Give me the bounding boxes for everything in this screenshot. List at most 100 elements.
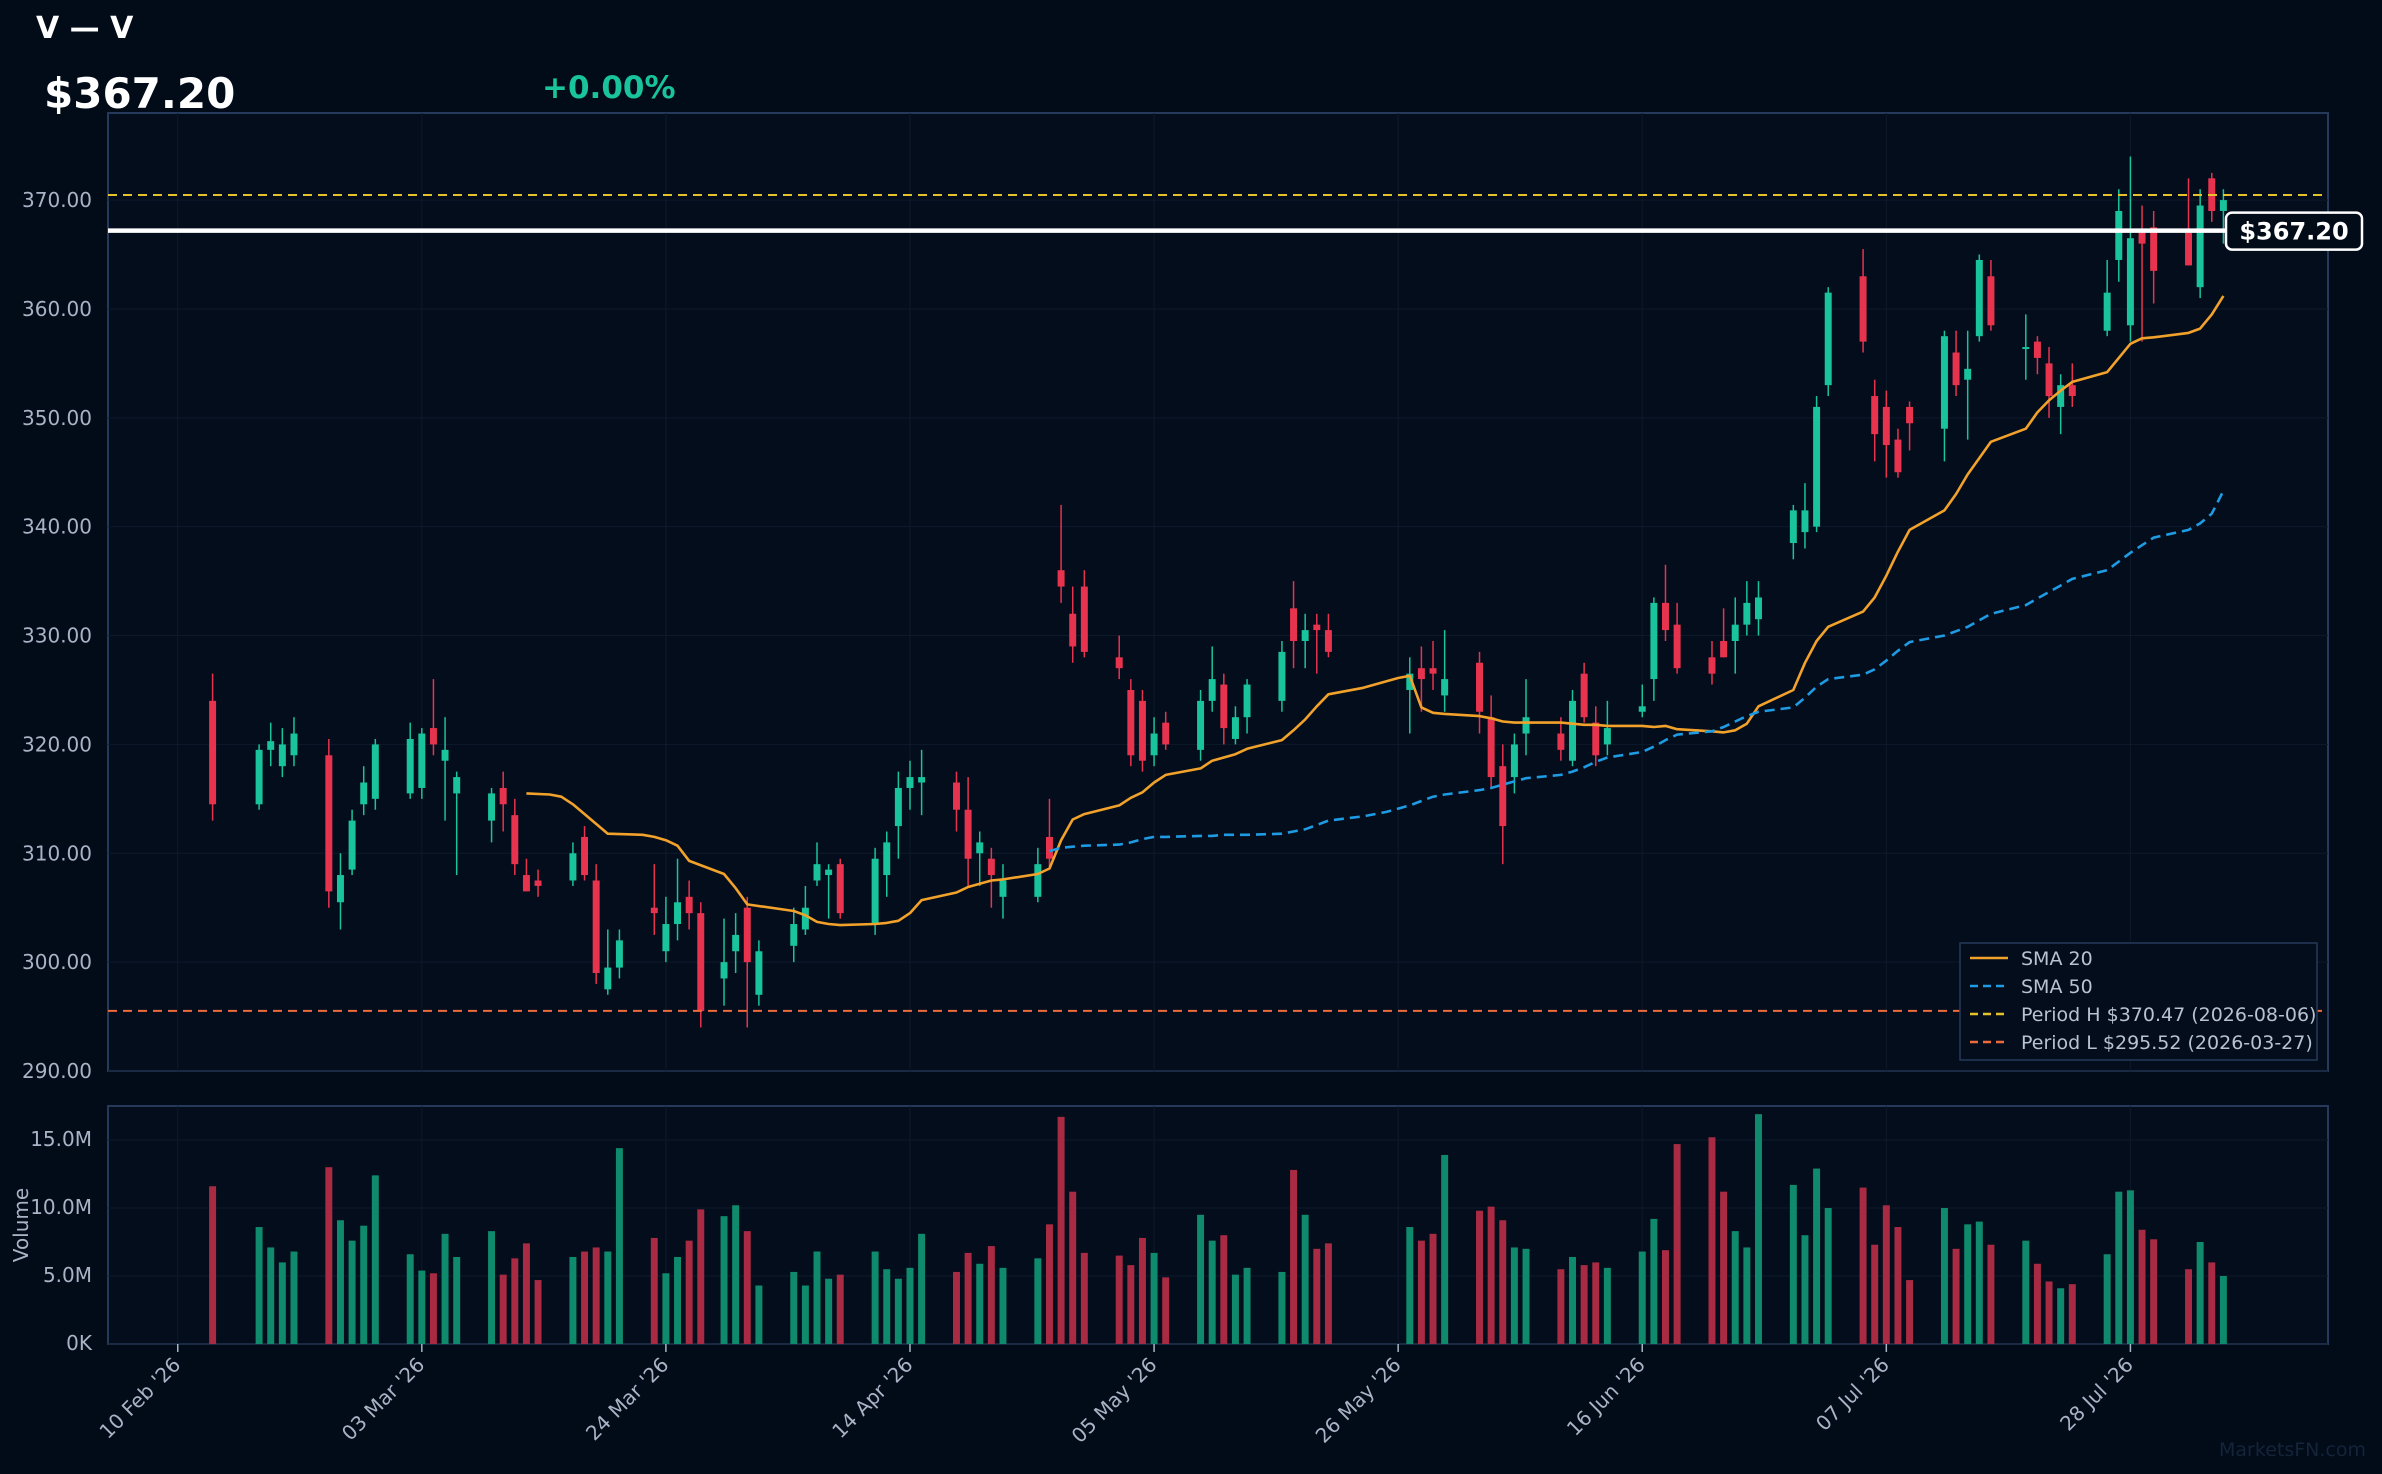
volume-bar — [2196, 1242, 2204, 1344]
volume-bar — [581, 1251, 589, 1344]
legend-entry: Period L $295.52 (2026-03-27) — [2021, 1032, 2313, 1054]
volume-bar — [1871, 1244, 1879, 1344]
volume-axis-label: Volume — [9, 1188, 33, 1262]
candle-body — [1673, 624, 1681, 669]
price-tick-label: 310.00 — [22, 841, 92, 865]
volume-bar — [1487, 1206, 1495, 1344]
last-price-tag-text: $367.20 — [2239, 218, 2348, 246]
price-axis: 290.00 300.00 310.00 320.00 330.00 340.00 350.… — [22, 188, 92, 1083]
candle-body — [1127, 689, 1135, 756]
volume-tick-label: 10.0M — [30, 1195, 92, 1219]
volume-bar — [488, 1231, 496, 1344]
volume-bar — [1987, 1244, 1995, 1344]
candle-body — [1476, 662, 1484, 712]
volume-tick-label: 5.0M — [43, 1263, 92, 1287]
candle-body — [2219, 200, 2227, 211]
candle-body — [348, 820, 356, 870]
volume-bar — [1859, 1187, 1867, 1344]
candle-body — [2103, 292, 2111, 331]
candle-body — [2126, 238, 2134, 326]
candle-body — [918, 777, 926, 783]
candle-body — [1243, 684, 1251, 718]
candle-body — [1313, 624, 1321, 631]
volume-bar — [755, 1285, 763, 1344]
candle-body — [1417, 668, 1425, 680]
candle-body — [1197, 700, 1205, 750]
candle-body — [1057, 570, 1065, 587]
candle-body — [906, 777, 914, 788]
candle-body — [1569, 700, 1576, 761]
candle-body — [360, 782, 368, 805]
price-change: +0.00% — [542, 70, 676, 106]
volume-bar — [1208, 1240, 1216, 1344]
volume-bar — [1952, 1248, 1960, 1344]
candle-body — [1290, 608, 1298, 641]
legend-box — [1959, 942, 2318, 1061]
candle-body — [2022, 347, 2030, 350]
volume-bar — [871, 1251, 879, 1344]
volume-bar — [360, 1225, 368, 1344]
volume-bar — [1754, 1114, 1762, 1344]
candle-body — [1115, 657, 1123, 669]
volume-bar — [952, 1271, 960, 1344]
candle-body — [336, 875, 344, 903]
volume-bar — [1406, 1227, 1414, 1344]
volume-bar — [999, 1267, 1007, 1344]
price-tick-label: 370.00 — [22, 188, 92, 212]
volume-bar — [790, 1271, 798, 1344]
candle-body — [1080, 586, 1088, 652]
candle-body — [755, 951, 763, 995]
legend-entry: SMA 20 — [2021, 948, 2093, 970]
volume-bar — [1429, 1233, 1437, 1344]
candle-body — [1975, 259, 1983, 337]
candle-body — [1499, 766, 1507, 827]
sma20-line — [526, 295, 2225, 927]
candle-body — [1964, 368, 1972, 380]
volume-bar — [418, 1270, 426, 1344]
price-tick-label: 340.00 — [22, 515, 92, 539]
candle-body — [2138, 232, 2146, 244]
volume-bar — [1964, 1224, 1972, 1344]
candle-body — [488, 793, 496, 821]
price-panel: 290.00 300.00 310.00 320.00 330.00 340.00 350.… — [22, 112, 2364, 1083]
candle-body — [976, 842, 984, 854]
candle-body — [290, 733, 298, 756]
candle-body — [743, 907, 751, 963]
candle-body — [1069, 613, 1077, 647]
volume-bar — [499, 1274, 507, 1344]
candle-body — [1034, 864, 1042, 897]
volume-bar — [1510, 1247, 1518, 1344]
candle-body — [1138, 700, 1146, 761]
volume-bar — [1603, 1267, 1611, 1344]
candle-body — [1662, 602, 1669, 631]
volume-bar — [1580, 1265, 1588, 1344]
candle-body — [697, 913, 705, 1012]
volume-bar — [825, 1278, 833, 1344]
candle-body — [964, 809, 972, 859]
volume-bar — [1708, 1137, 1716, 1344]
volume-bar — [615, 1148, 623, 1344]
candle-body — [1638, 706, 1646, 712]
volume-bar — [569, 1256, 577, 1344]
candle-body — [255, 749, 263, 805]
volume-bar — [592, 1247, 600, 1344]
volume-bar — [441, 1233, 449, 1344]
volume-bar — [697, 1209, 705, 1344]
volume-bar — [650, 1237, 658, 1344]
volume-bar — [964, 1252, 972, 1344]
candle-body — [1789, 510, 1797, 544]
candle-body — [1429, 668, 1437, 674]
candle-body — [1650, 602, 1658, 680]
candle-body — [1522, 717, 1530, 734]
volume-panel: 0K 5.0M 10.0M 15.0M Volume — [9, 1105, 2329, 1355]
volume-bar — [1638, 1251, 1646, 1344]
volume-bar — [813, 1251, 821, 1344]
volume-bar — [1940, 1208, 1948, 1344]
volume-bar — [685, 1240, 693, 1344]
price-tick-label: 360.00 — [22, 297, 92, 321]
candle-body — [278, 744, 286, 767]
current-price: $367.20 — [44, 69, 235, 118]
candle-body — [1162, 722, 1170, 745]
candle-body — [511, 815, 519, 865]
volume-bar — [2022, 1240, 2030, 1344]
